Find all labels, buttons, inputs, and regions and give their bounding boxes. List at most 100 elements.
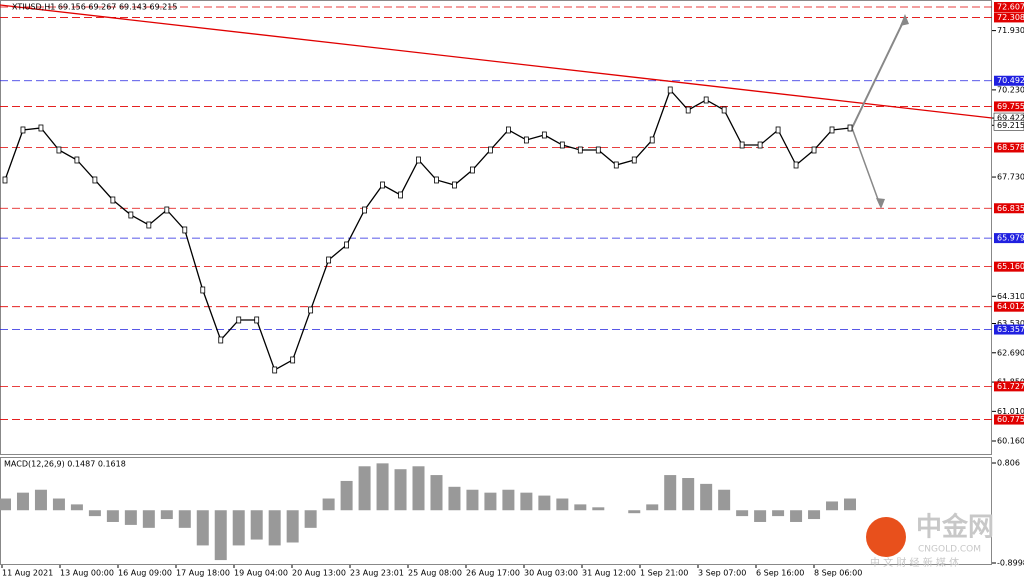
- macd-bar: [124, 510, 137, 525]
- candle: [595, 146, 601, 154]
- candle: [74, 156, 80, 164]
- price-label-box: [994, 261, 1024, 272]
- price-label-box: [994, 12, 1024, 23]
- macd-bar: [340, 480, 353, 511]
- candle: [236, 316, 242, 324]
- macd-bar: [34, 489, 47, 511]
- price-label: 70.492: [997, 76, 1024, 85]
- price-label: 65.979: [997, 234, 1024, 243]
- price-label: 60.160: [997, 437, 1024, 446]
- price-label-box: [994, 324, 1024, 335]
- price-label-box: [994, 414, 1024, 425]
- price-label-box: [994, 203, 1024, 214]
- price-label: 65.160: [997, 262, 1024, 271]
- candle: [452, 181, 457, 189]
- macd-bar: [16, 492, 29, 511]
- macd-bar: [538, 495, 551, 511]
- macd-bar: [70, 504, 83, 511]
- macd-bar: [520, 492, 533, 511]
- trend-line: [0, 4, 993, 119]
- price-label-box: [994, 233, 1024, 244]
- price-label: 62.690: [997, 348, 1024, 357]
- candle: [649, 136, 655, 144]
- macd-bar: [664, 475, 677, 511]
- date-label: 17 Aug 18:00: [176, 569, 230, 578]
- candle: [811, 146, 817, 154]
- candle: [847, 124, 853, 132]
- macd-bar: [142, 510, 155, 528]
- price-label: 72.308: [997, 13, 1024, 22]
- price-label: 61.727: [997, 382, 1024, 391]
- macd-bar: [682, 478, 695, 511]
- date-label: 8 Sep 06:00: [814, 569, 862, 578]
- macd-bar: [322, 498, 335, 511]
- price-label: 69.215: [997, 121, 1024, 130]
- macd-bar: [736, 510, 749, 517]
- candle: [488, 146, 493, 154]
- candle: [631, 156, 637, 164]
- candle: [164, 206, 170, 214]
- watermark-slogan: 中 文 财 经 新 媒 体: [870, 556, 959, 569]
- macd-bar: [232, 510, 245, 546]
- macd-bar: [412, 466, 425, 511]
- candle: [506, 126, 511, 134]
- arrow-up: [851, 17, 906, 129]
- date-label: 25 Aug 08:00: [408, 569, 462, 578]
- price-label: 71.930: [997, 26, 1024, 35]
- macd-bar: [790, 510, 803, 522]
- price-label-box: [994, 381, 1024, 392]
- symbol-header: XTIUSD,H1 69.156 69.267 69.143 69.215: [12, 3, 177, 12]
- watermark-site: CNGOLD.COM: [918, 545, 981, 555]
- candle: [721, 106, 727, 114]
- price-label: 68.578: [997, 143, 1024, 152]
- date-label: 11 Aug 2021: [2, 569, 53, 578]
- candle: [523, 136, 529, 144]
- date-label: 30 Aug 03:00: [524, 569, 578, 578]
- candle: [541, 131, 547, 139]
- candle: [344, 241, 349, 249]
- macd-bar: [196, 510, 209, 546]
- date-label: 13 Aug 00:00: [60, 569, 114, 578]
- candle: [613, 161, 619, 169]
- candle: [559, 141, 565, 149]
- candle: [182, 226, 188, 234]
- date-label: 31 Aug 12:00: [582, 569, 636, 578]
- macd-bar: [88, 510, 101, 517]
- candle: [739, 141, 745, 149]
- macd-bar: [268, 510, 281, 546]
- macd-bar: [286, 510, 299, 543]
- price-label: 70.230: [997, 85, 1024, 94]
- price-label: 61.010: [997, 407, 1024, 416]
- macd-bar: [574, 504, 587, 511]
- macd-bar: [52, 498, 65, 511]
- price-label: 72.607: [997, 3, 1024, 12]
- arrow-head: [876, 198, 885, 209]
- candle: [829, 126, 835, 134]
- macd-bar: [0, 498, 11, 511]
- date-label: 23 Aug 23:01: [350, 569, 404, 578]
- macd-bar: [646, 504, 659, 511]
- macd-bar: [592, 507, 605, 511]
- candle: [470, 166, 475, 174]
- candle: [703, 96, 709, 104]
- candle: [308, 306, 314, 314]
- date-label: 26 Aug 17:00: [466, 569, 520, 578]
- price-label: 64.310: [997, 292, 1024, 301]
- macd-bar: [628, 510, 641, 514]
- candle: [793, 161, 799, 169]
- macd-bar: [556, 498, 569, 511]
- date-label: 1 Sep 21:00: [640, 569, 688, 578]
- date-label: 16 Aug 09:00: [118, 569, 172, 578]
- candle: [218, 336, 224, 344]
- macd-bar: [466, 489, 479, 511]
- price-label: 69.422: [997, 114, 1024, 123]
- date-label: 6 Sep 16:00: [756, 569, 804, 578]
- candle: [685, 106, 691, 114]
- price-label: 63.357: [997, 325, 1024, 334]
- macd-header: MACD(12,26,9) 0.1487 0.1618: [4, 460, 126, 469]
- price-label-box: [993, 120, 1024, 131]
- price-label: 64.012: [997, 302, 1024, 311]
- price-label: 60.775: [997, 415, 1024, 424]
- date-label: 19 Aug 04:00: [234, 569, 288, 578]
